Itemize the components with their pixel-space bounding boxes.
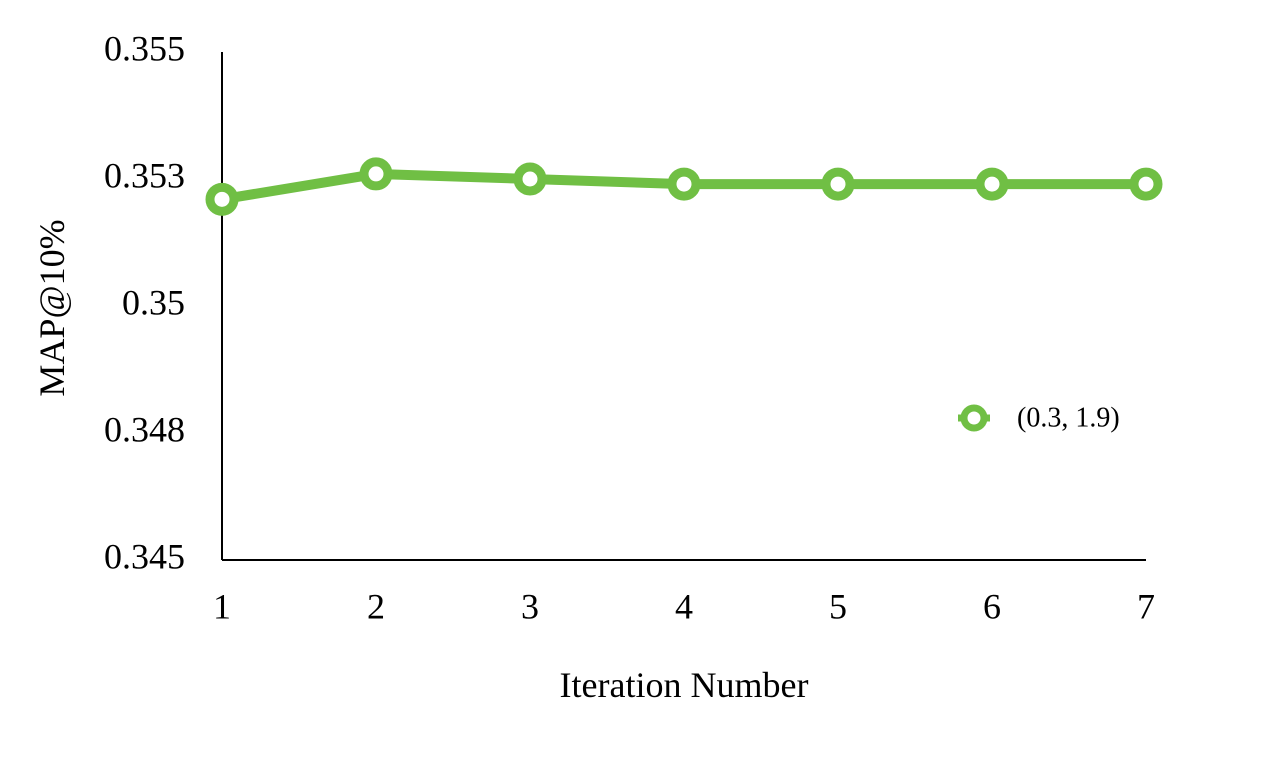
data-point	[667, 167, 701, 201]
data-point	[205, 182, 239, 216]
data-point	[1129, 167, 1163, 201]
data-point	[513, 162, 547, 196]
x-tick-labels: 1 2 3 4 5 6 7	[213, 586, 1155, 626]
x-tick-label: 2	[367, 586, 385, 626]
axes	[221, 52, 1146, 561]
legend-marker	[960, 404, 988, 432]
y-tick-label: 0.353	[104, 155, 185, 195]
y-tick-label: 0.345	[104, 536, 185, 576]
data-point	[821, 167, 855, 201]
data-point	[975, 167, 1009, 201]
x-tick-label: 6	[983, 586, 1001, 626]
y-tick-labels: 0.355 0.353 0.35 0.348 0.345	[104, 28, 185, 576]
x-axis-title: Iteration Number	[560, 665, 809, 705]
x-tick-label: 5	[829, 586, 847, 626]
legend: (0.3, 1.9)	[958, 402, 1120, 433]
legend-label: (0.3, 1.9)	[1017, 402, 1120, 433]
y-tick-label: 0.35	[122, 282, 185, 322]
x-tick-label: 3	[521, 586, 539, 626]
x-tick-label: 4	[675, 586, 693, 626]
y-tick-label: 0.355	[104, 28, 185, 68]
data-point	[359, 157, 393, 191]
x-tick-label: 1	[213, 586, 231, 626]
x-tick-label: 7	[1137, 586, 1155, 626]
series-layer	[205, 157, 1163, 216]
y-tick-label: 0.348	[104, 409, 185, 449]
y-axis-title: MAP@10%	[32, 219, 72, 396]
